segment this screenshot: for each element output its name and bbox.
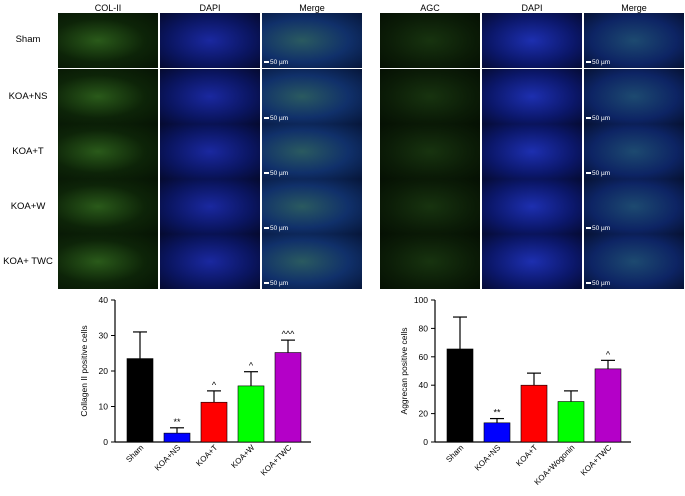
scale-label: 50 µm	[592, 59, 611, 66]
scale-label: 50 µm	[270, 280, 289, 287]
scale-label: 50 µm	[592, 225, 611, 232]
y-axis-label: Collagen II positive cells	[79, 325, 89, 416]
scale-label: 50 µm	[270, 59, 289, 66]
bar-sham	[126, 358, 154, 443]
bar-koa-wogonin	[557, 401, 585, 443]
micrograph-dapi-sham	[160, 13, 260, 68]
micrograph-agc-koa-t	[380, 124, 480, 179]
x-tick-label: KOA+TWC	[259, 443, 294, 478]
y-tick-label: 40	[419, 380, 429, 390]
column-header-merge: Merge	[299, 3, 325, 13]
y-tick-label: 30	[99, 331, 109, 341]
x-tick-label: KOA+T	[194, 443, 219, 468]
x-tick-label: KOA+NS	[153, 443, 182, 472]
micrograph-dapi2-koa-t	[482, 124, 582, 179]
bar-koa-w	[237, 385, 265, 443]
y-tick-label: 40	[99, 295, 109, 305]
y-tick-label: 20	[419, 409, 429, 419]
column-header-dapi: DAPI	[199, 3, 221, 13]
significance-label: ^^^	[282, 329, 295, 339]
y-tick-label: 20	[99, 366, 109, 376]
row-label-koa-t: KOA+T	[12, 146, 44, 157]
micrograph-agc-koa-twc	[380, 234, 480, 289]
scale-label: 50 µm	[270, 115, 289, 122]
significance-label: ^	[212, 380, 217, 390]
bar-koa-twc	[594, 368, 622, 443]
micrograph-agc-koa-ns	[380, 69, 480, 124]
bar-koa-twc	[274, 352, 302, 443]
row-label-sham: Sham	[15, 34, 41, 45]
column-header-dapi-right: DAPI	[521, 3, 543, 13]
y-axis-label: Aggrecan positive cells	[399, 328, 409, 415]
micrograph-merge2-koa-ns: 50 µm	[584, 69, 684, 124]
micrograph-col2-koa-ns	[58, 69, 158, 124]
bar-koa-ns	[483, 422, 511, 443]
bar-koa-t	[520, 384, 548, 443]
micrograph-dapi-koa-ns	[160, 69, 260, 124]
x-tick-label: KOA+NS	[473, 443, 502, 472]
micrograph-merge2-koa-t: 50 µm	[584, 124, 684, 179]
micrograph-col2-koa-t	[58, 124, 158, 179]
y-tick-label: 100	[414, 295, 428, 305]
scale-label: 50 µm	[592, 170, 611, 177]
column-header-agc: AGC	[420, 3, 440, 13]
micrograph-dapi2-koa-w	[482, 179, 582, 234]
micrograph-dapi-koa-twc	[160, 234, 260, 289]
x-tick-label: KOA+W	[229, 443, 256, 470]
row-label-koa-twc: KOA+ TWC	[3, 256, 53, 267]
micrograph-merge2-sham: 50 µm	[584, 13, 684, 68]
micrograph-agc-sham	[380, 13, 480, 68]
y-tick-label: 10	[99, 402, 109, 412]
micrograph-col2-koa-twc	[58, 234, 158, 289]
micrograph-dapi-koa-t	[160, 124, 260, 179]
micrograph-merge-koa-ns: 50 µm	[262, 69, 362, 124]
significance-label: **	[493, 408, 501, 418]
aggrecan-bar-chart: 0 20 40 60 80 100 Aggrecan positive cells Sham *…	[399, 295, 631, 487]
y-tick-label: 0	[423, 437, 428, 447]
micrograph-merge2-koa-twc: 50 µm	[584, 234, 684, 289]
significance-label: ^	[249, 361, 254, 371]
column-header-merge-right: Merge	[621, 3, 647, 13]
micrograph-col2-koa-w	[58, 179, 158, 234]
row-label-koa-ns: KOA+NS	[8, 91, 48, 102]
x-tick-label: KOA+T	[514, 443, 539, 468]
micrograph-dapi2-koa-twc	[482, 234, 582, 289]
bar-koa-ns	[163, 432, 191, 443]
micrograph-merge-koa-t: 50 µm	[262, 124, 362, 179]
micrograph-agc-koa-w	[380, 179, 480, 234]
micrograph-merge-sham: 50 µm	[262, 13, 362, 68]
row-label-koa-w: KOA+W	[10, 201, 46, 212]
micrograph-col2-sham	[58, 13, 158, 68]
significance-label: **	[173, 417, 181, 427]
y-tick-label: 60	[419, 352, 429, 362]
micrograph-merge-koa-twc: 50 µm	[262, 234, 362, 289]
collagen-ii-bar-chart: 0 10 20 30 40 Collagen II positive cells Sham *…	[79, 295, 311, 478]
significance-label: ^	[606, 349, 611, 359]
bar-koa-t	[200, 401, 228, 443]
x-tick-label: KOA+TWC	[579, 443, 614, 478]
y-tick-label: 0	[103, 437, 108, 447]
micrograph-dapi2-koa-ns	[482, 69, 582, 124]
scale-label: 50 µm	[270, 225, 289, 232]
scale-label: 50 µm	[270, 170, 289, 177]
scale-label: 50 µm	[592, 115, 611, 122]
bar-sham	[446, 348, 474, 443]
column-header-col2: COL-II	[94, 3, 122, 13]
micrograph-merge2-koa-w: 50 µm	[584, 179, 684, 234]
y-tick-label: 80	[419, 323, 429, 333]
micrograph-dapi-koa-w	[160, 179, 260, 234]
scale-label: 50 µm	[592, 280, 611, 287]
x-tick-label: Sham	[124, 443, 145, 464]
micrograph-dapi2-sham	[482, 13, 582, 68]
x-tick-label: Sham	[444, 443, 465, 464]
micrograph-merge-koa-w: 50 µm	[262, 179, 362, 234]
